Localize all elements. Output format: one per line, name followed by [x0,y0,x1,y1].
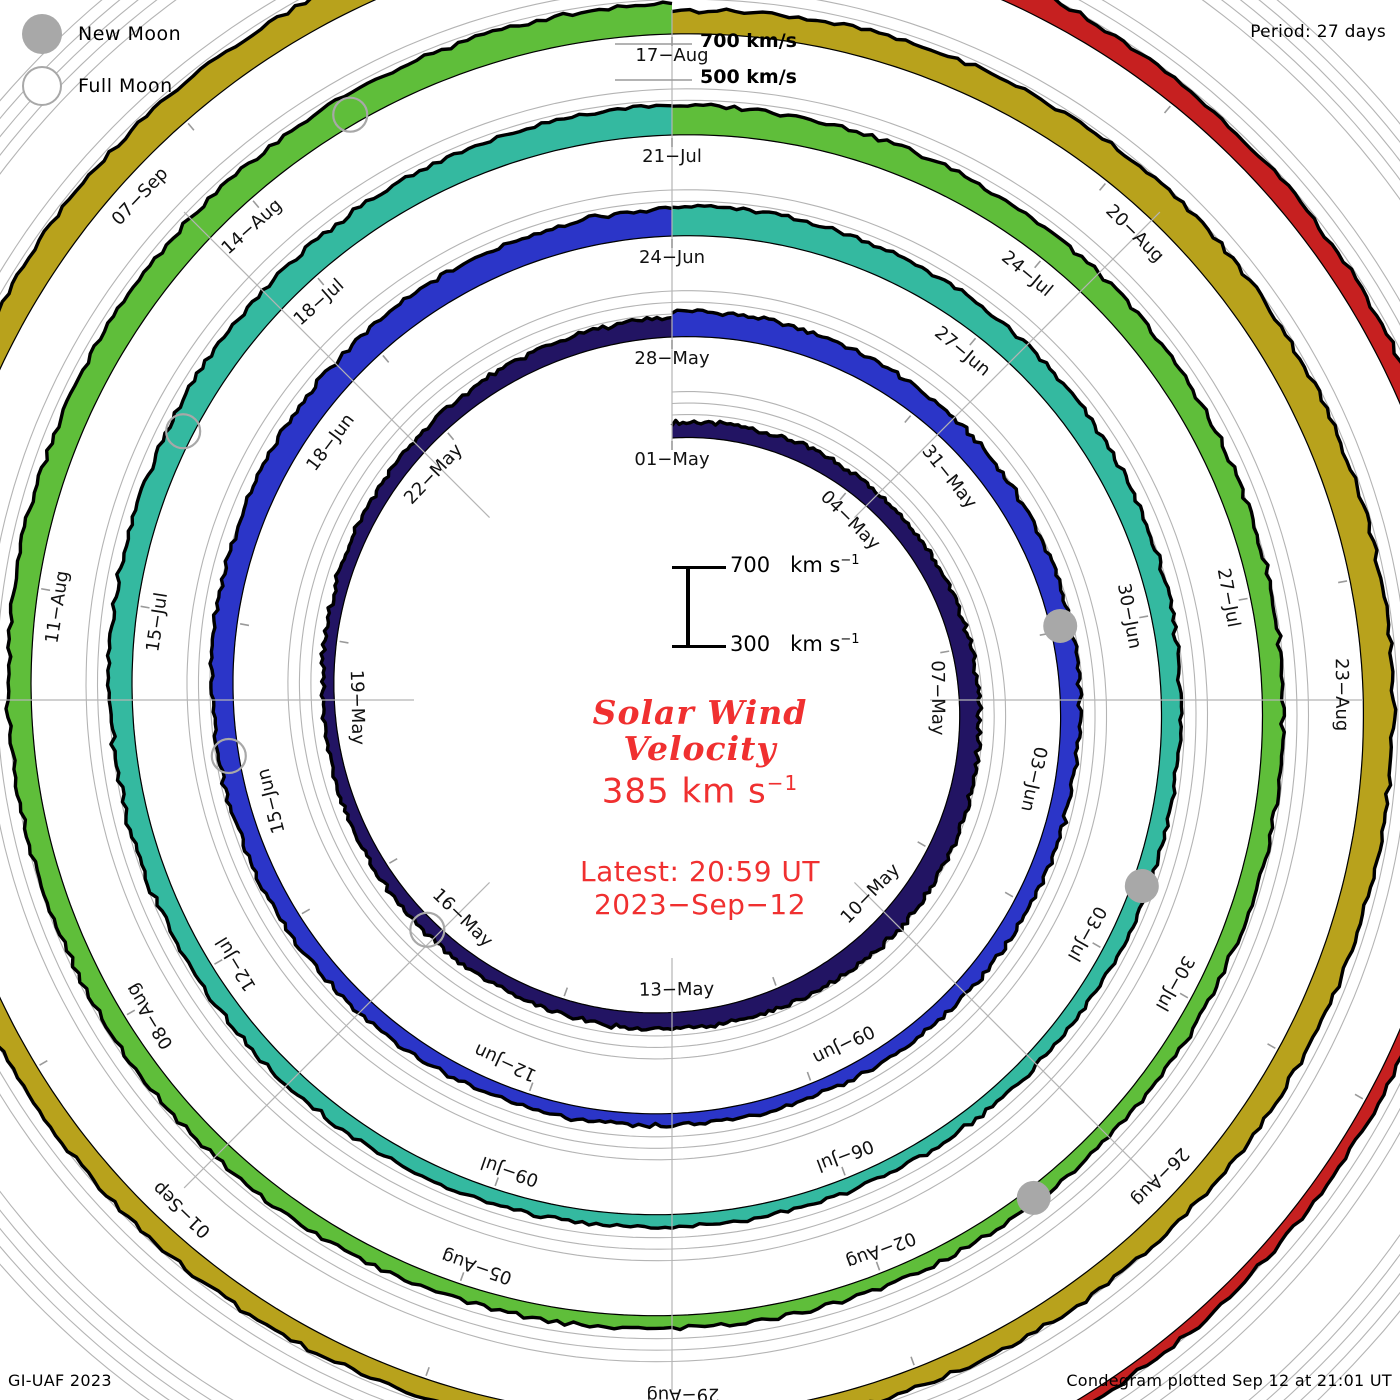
latest-date: 2023−Sep−12 [593,888,807,922]
angular-gridlines [0,10,1362,1390]
scalebar-top-unit: km s [790,553,841,577]
scalebar-bar [686,566,690,648]
legend-label-full-moon: Full Moon [78,75,173,97]
scalebar-bottom-unit: km s [790,632,841,656]
spiral-date-label: 07−May [927,660,949,736]
spiral-date-label: 19−May [346,670,369,746]
scalebar-top-exponent: −1 [840,553,860,568]
scalebar-top-value: 700 [730,553,771,577]
current-velocity-value: 385 km s [601,771,767,812]
spiral-date-label: 24−Jun [639,247,705,268]
scalebar-tick-top [704,566,726,569]
open-circle-icon [22,66,62,106]
full-moon-marker [332,96,369,133]
current-velocity-exponent: −1 [766,771,799,795]
chart-title-line1: Solar Wind [592,693,808,732]
scalebar-bottom-value: 300 [730,632,771,656]
legend-item-full-moon: Full Moon [22,60,322,112]
full-moon-marker [165,413,202,450]
new-moon-marker [1043,608,1078,643]
full-moon-marker [210,737,247,775]
full-moon-marker [409,911,446,948]
new-moon-marker [1124,869,1159,904]
moon-phase-markers [165,96,1159,1215]
spiral-date-label: 28−May [634,348,710,369]
spiral-date-label: 13−May [639,979,715,1001]
spiral-date-label: 30−Jun [1113,582,1146,651]
scalebar-label-bottom: 300 km s−1 [730,632,860,656]
spiral-date-label: 09−Jul [478,1152,541,1191]
velocity-band-6 [1000,0,1400,1400]
current-velocity-readout: 385 km s−1 [0,771,1400,811]
velocity-band-1 [319,315,984,1032]
footer-credit: GI-UAF 2023 [8,1371,112,1390]
radial-tick-label-500: 500 km/s [700,66,797,88]
spiral-date-label: 29−Aug [646,1384,719,1400]
new-moon-marker [1016,1180,1051,1215]
legend-label-new-moon: New Moon [78,23,182,45]
scalebar-tick-bottom [704,645,726,648]
filled-circle-icon [22,14,62,54]
chart-title: Solar Wind Velocity [0,695,1400,766]
legend-item-new-moon: New Moon [22,8,322,60]
scalebar-cap-top [672,566,704,569]
scalebar-bottom-exponent: −1 [840,632,860,647]
latest-timestamp: Latest: 20:59 UT 2023−Sep−12 [0,855,1400,921]
spiral-date-label: 17−Aug [635,45,708,66]
spiral-date-label: 23−Aug [1331,658,1353,731]
spiral-date-label: 01−May [634,449,710,470]
spiral-date-label: 11−Aug [41,569,73,644]
moon-phase-legend: New Moon Full Moon [22,8,322,112]
scalebar-label-top: 700 km s−1 [730,553,860,577]
spiral-date-label: 27−Jul [1213,567,1244,630]
spiral-date-label: 15−Jul [142,591,172,653]
period-label: Period: 27 days [1250,22,1386,42]
radial-label-leaders [615,43,692,81]
chart-title-line2: Velocity [623,728,777,768]
footer-plot-time: Condegram plotted Sep 12 at 21:01 UT [1066,1371,1392,1390]
spiral-date-label: 21−Jul [642,146,702,167]
scalebar-cap-bottom [672,645,704,648]
latest-time: Latest: 20:59 UT [579,855,821,888]
radial-tick-label-700: 700 km/s [700,30,797,52]
velocity-scalebar: 700 km s−1 300 km s−1 [672,553,912,656]
